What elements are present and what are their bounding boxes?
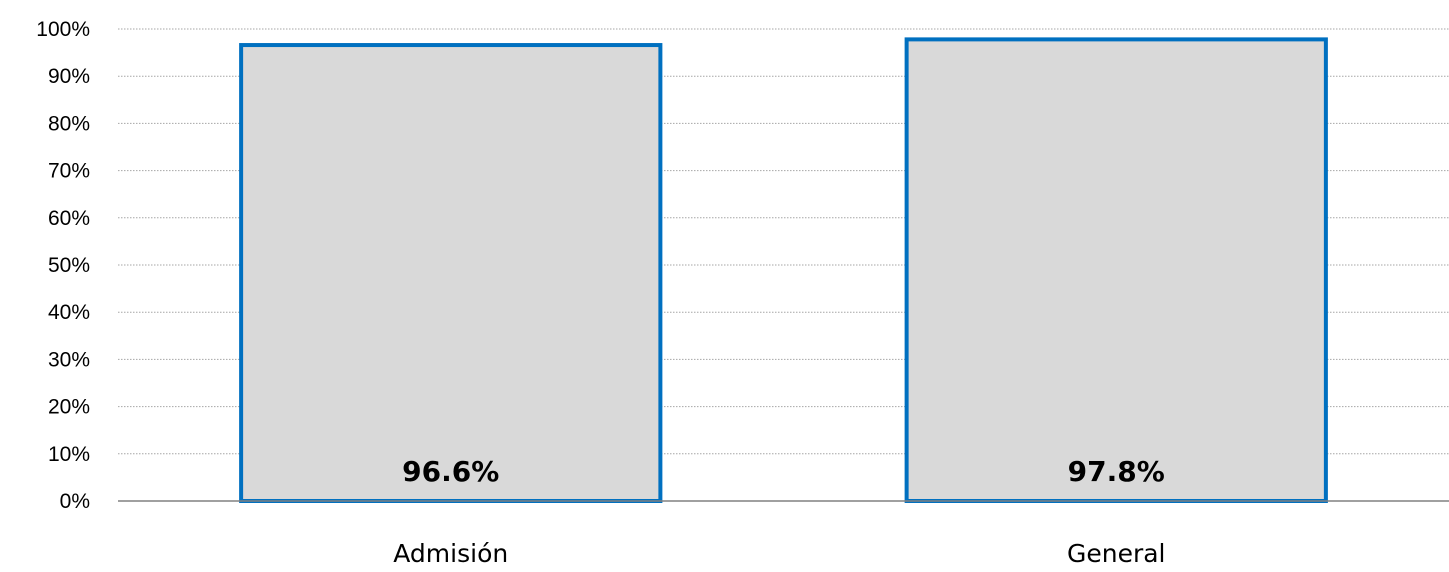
y-tick-label: 80%	[48, 112, 90, 135]
bars	[239, 37, 1328, 503]
y-tick-label: 20%	[48, 396, 90, 419]
bar-admision	[239, 43, 663, 503]
y-tick-label: 60%	[48, 207, 90, 230]
y-tick-label: 100%	[36, 18, 90, 41]
y-axis-tick-labels: 0% 10% 20% 30% 40% 50% 60% 70% 80% 90% 100%	[36, 18, 90, 513]
bar-general	[904, 37, 1328, 503]
y-tick-label: 40%	[48, 301, 90, 324]
y-tick-label: 10%	[48, 443, 90, 466]
y-tick-label: 30%	[48, 348, 90, 371]
y-tick-label: 50%	[48, 254, 90, 277]
x-tick-label: Admisión	[393, 539, 508, 568]
y-tick-label: 90%	[48, 65, 90, 88]
y-tick-label: 70%	[48, 160, 90, 183]
data-label: 96.6%	[402, 455, 499, 488]
x-axis-category-labels: Admisión General	[393, 539, 1165, 568]
y-tick-label: 0%	[60, 490, 90, 513]
data-labels: 96.6% 97.8%	[402, 455, 1165, 488]
data-label: 97.8%	[1068, 455, 1165, 488]
x-tick-label: General	[1067, 539, 1166, 568]
